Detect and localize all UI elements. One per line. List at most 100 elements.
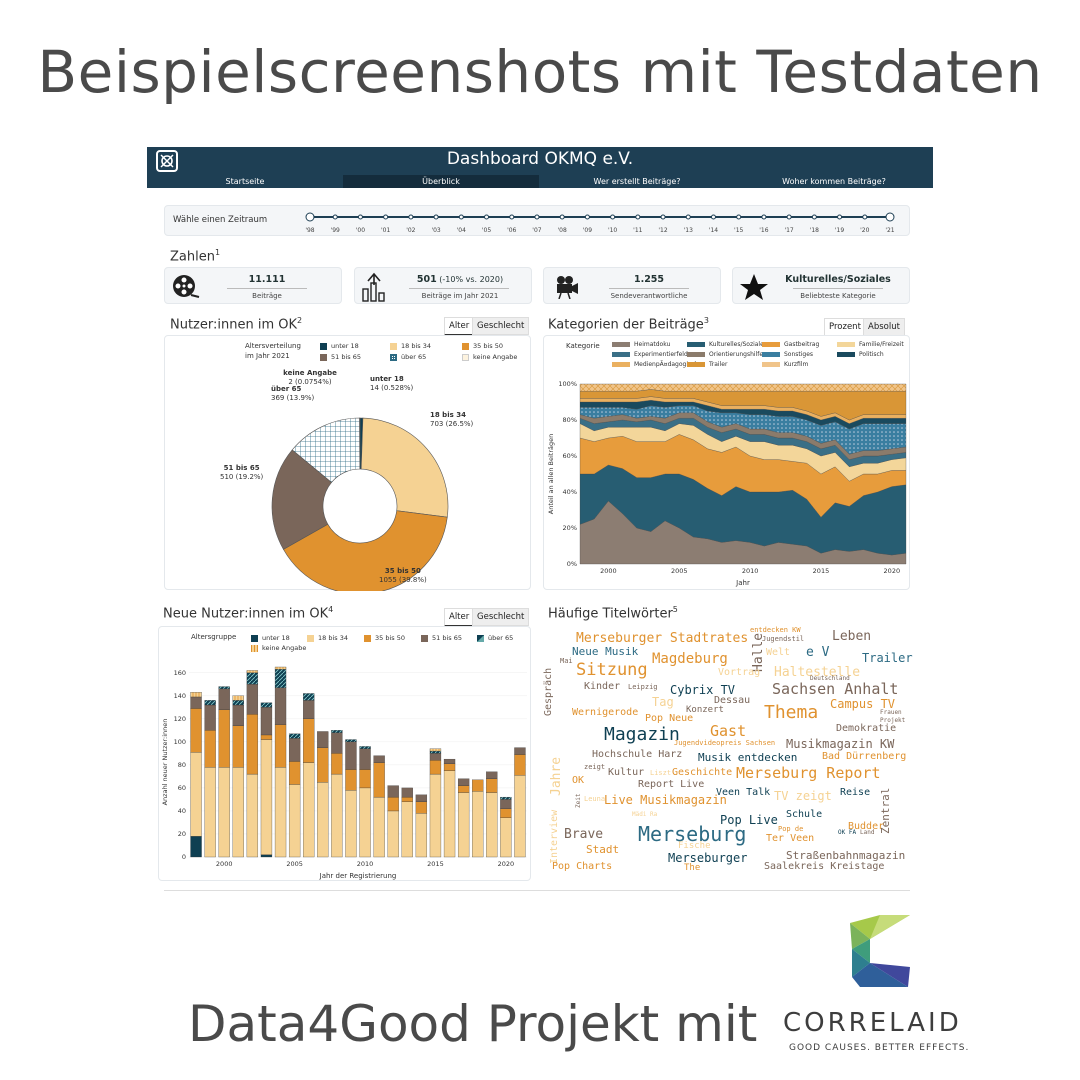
area-series [579,383,907,392]
bar-segment [232,704,244,726]
tab-wer-erstellt[interactable]: Wer erstellt Beiträge? [593,177,681,186]
tab-woher-kommen[interactable]: Woher kommen Beiträge? [782,177,886,186]
timeline-handle[interactable] [305,212,315,222]
bar-segment [246,670,259,673]
kpi-beitraege-2021: 501 (-10% vs. 2020) Beiträge im Jahr 202… [354,267,532,304]
word-cloud-word: Gast [710,722,747,740]
word-cloud-word: e V [806,645,830,660]
tab-alter-neu[interactable]: Alter [444,608,475,627]
bar-segment [429,748,442,752]
bar-segment [500,808,512,818]
bar-segment [373,755,385,763]
timeline-tick-label: '14 [709,227,718,234]
legend-item: keine Angabe [251,644,306,652]
bar-segment [331,732,343,754]
star-icon [740,274,768,300]
word-cloud-word: Hochschule Harz [592,749,683,760]
bar-segment [232,725,244,768]
word-cloud-word: Veen Talk [716,787,771,798]
bar-segment [373,796,385,858]
bar-segment [345,739,357,742]
word-cloud-word: Straßenbahnmagazin [786,849,906,862]
tab-geschlecht[interactable]: Geschlecht [472,317,530,335]
word-cloud: Merseburger Stadtrates entdecken KW Jugend… [540,624,915,880]
y-tick-label: 60% [563,452,577,460]
timeline-slider[interactable]: '98 '99 '00 '01 '02 '03 '04 '05 '06 '07 '08 '09 '10 '… [300,210,900,236]
legend-item: Kurzfilm [762,361,808,368]
donut-slice [360,417,449,518]
bar-segment [303,693,315,701]
timeline-tick-label: '98 [305,227,314,234]
legend-item: Experimentierfeld [612,351,688,358]
legend-title: Altersverteilung im Jahr 2021 [245,342,301,360]
nutzer-panel: Altersverteilung im Jahr 2021 unter 18 1… [164,335,531,591]
timeline-label: Wähle einen Zeitraum [173,215,268,225]
timeline-tick [761,214,767,220]
growth-chart-icon [362,272,385,302]
y-tick-label: 20% [563,524,577,532]
legend-item: 51 bis 65 [320,353,361,361]
word-cloud-word: Welt [766,647,791,658]
timeline-tick-label: '07 [532,227,541,234]
legend-item: über 65 [477,634,513,642]
word-cloud-word: Jahre [549,756,564,796]
bar-segment [246,773,259,858]
word-cloud-word: Thema [764,702,819,723]
bar-segment [246,714,259,775]
divider [164,890,910,891]
word-cloud-word: Fische [678,841,711,851]
bar-segment [246,684,259,715]
bar-segment [260,707,273,736]
kpi-label: Beiträge [252,292,282,300]
timeline-tick-label: '02 [406,227,415,234]
bar-segment [387,810,399,858]
word-cloud-word: Deutschland [810,675,850,682]
bar-segment [288,784,301,858]
bar-segment [345,741,357,770]
tab-ueberblick[interactable]: Überblick [343,175,539,188]
page-title: Beispielscreenshots mit Testdaten [37,38,1043,106]
word-cloud-word: Sitzung [576,660,648,680]
dashboard-logo-icon[interactable] [156,150,178,172]
timeline-handle[interactable] [885,212,895,222]
tab-startseite[interactable]: Startseite [225,177,265,186]
bar-segment [429,753,442,761]
bar-segment [232,700,244,706]
timeline-tick-label: '15 [734,227,743,234]
word-cloud-word: Frauen [880,709,902,716]
word-cloud-word: Reise [840,787,871,798]
x-tick-label: 2000 [600,567,617,575]
bar-segment [204,730,216,768]
bar-segment [500,799,512,809]
bar-segment [429,773,442,858]
bar-segment [359,769,371,789]
word-cloud-word: Report Live [638,779,705,790]
bar-segment [387,785,399,798]
legend-item: Familie/Freizeit [837,341,904,348]
x-tick-label: 2020 [884,567,901,575]
bar-segment [204,767,216,858]
timeline-tick [786,214,792,220]
tab-geschlecht-neu[interactable]: Geschlecht [472,608,530,626]
kpi-value: Kulturelles/Soziales [785,274,891,285]
timeline-tick [811,214,817,220]
timeline-tick-label: '05 [482,227,491,234]
word-cloud-word: Wernigerode [572,707,639,718]
bar-segment [303,718,315,763]
tab-absolut[interactable]: Absolut [863,318,905,336]
legend-item: 18 bis 34 [390,342,431,350]
y-tick-label: 0 [182,853,186,861]
word-cloud-word: Liszt [650,769,672,777]
y-tick-label: 80% [563,416,577,424]
timeline-tick [408,214,414,220]
tab-alter[interactable]: Alter [444,317,475,336]
timeline-tick-label: '17 [784,227,793,234]
bar-segment [359,746,371,749]
y-axis-label: Anzahl neuer Nutzer:innen [161,719,169,806]
kategorien-title: Kategorien der Beiträge3 [548,316,709,333]
word-cloud-word: Schule [786,809,823,820]
x-tick-label: 2010 [357,860,374,868]
timeline-tick [458,214,464,220]
bar-segment [415,813,428,858]
bar-segment [317,747,329,783]
